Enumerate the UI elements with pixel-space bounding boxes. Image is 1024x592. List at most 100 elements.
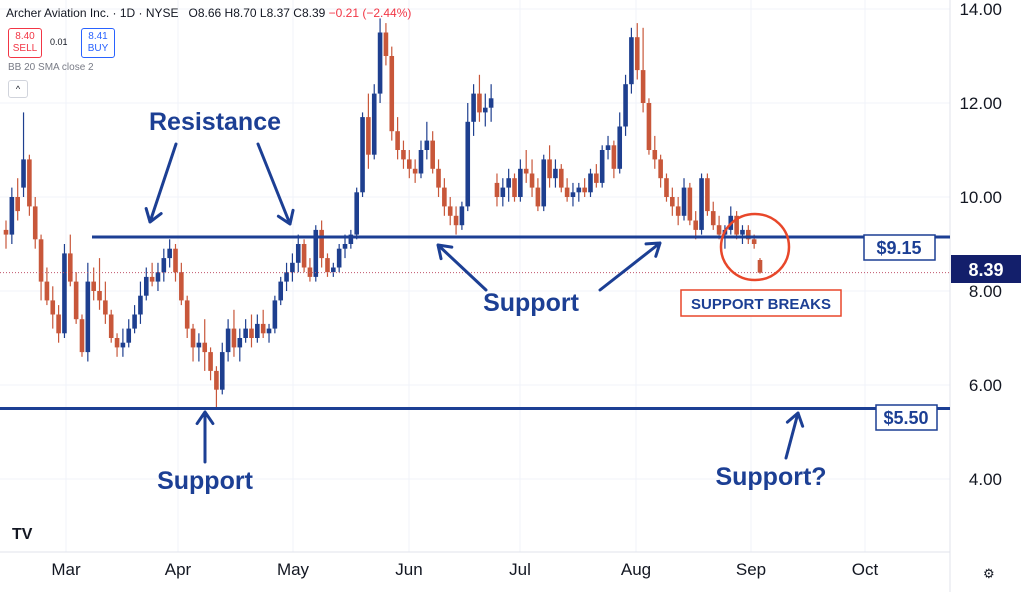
support-question-label: Support?: [715, 463, 826, 491]
candle-body: [79, 319, 85, 353]
support-resistance-lines: [0, 235, 950, 410]
candle-body: [477, 93, 482, 113]
candle-body: [50, 300, 56, 315]
candle-body: [518, 168, 523, 197]
ohlc-values: O8.66 H8.70 L8.37 C8.39: [188, 6, 326, 20]
candle-body: [599, 150, 605, 183]
support-label-mid: Support: [483, 289, 579, 317]
y-tick-label: 8.00: [969, 282, 1002, 301]
y-tick-label: 4.00: [969, 470, 1002, 489]
level-high-label: $9.15: [876, 238, 921, 258]
x-tick-label: Jul: [509, 560, 531, 579]
candle-body: [646, 103, 652, 150]
support-arrow-low: [195, 410, 215, 464]
candle-body: [605, 145, 611, 150]
buy-button[interactable]: 8.41 BUY: [81, 28, 115, 58]
candle-body: [342, 244, 348, 249]
sell-button[interactable]: 8.40 SELL: [8, 28, 42, 58]
candle-body: [126, 328, 132, 343]
collapse-legend-button[interactable]: ^: [8, 80, 28, 98]
last-price-label: 8.39: [968, 260, 1003, 280]
candle-body: [103, 300, 108, 315]
candle-body: [570, 192, 576, 197]
candle-body: [523, 168, 529, 174]
candle-body: [15, 197, 20, 212]
candle-body: [336, 248, 342, 268]
candle-body: [167, 248, 172, 259]
price-change: −0.21 (−2.44%): [328, 6, 412, 20]
candle-body: [67, 253, 73, 282]
candle-body: [272, 300, 278, 329]
candle-body: [179, 272, 184, 301]
candle-body: [395, 131, 400, 150]
candle-body: [27, 159, 32, 207]
candle-body: [138, 295, 143, 315]
candle-body: [675, 206, 681, 216]
candle-body: [196, 342, 202, 348]
annotations: Resistance Support Support Support? SUPPORT …: [144, 108, 1021, 495]
candle-body: [629, 37, 634, 85]
candle-body: [757, 259, 763, 273]
candle-body: [751, 239, 757, 244]
candle-body: [541, 159, 547, 207]
candle-body: [588, 173, 593, 193]
candle-body: [699, 178, 704, 230]
candle-body: [710, 211, 716, 226]
symbol-title[interactable]: Archer Aviation Inc. · 1D · NYSE: [6, 6, 179, 20]
candle-body: [623, 84, 628, 127]
candle-body: [313, 229, 319, 277]
x-tick-label: Mar: [51, 560, 81, 579]
x-tick-label: Oct: [852, 560, 879, 579]
candle-body: [442, 187, 447, 207]
candle-body: [62, 253, 67, 334]
candle-body: [383, 32, 389, 56]
chart-header: Archer Aviation Inc. · 1D · NYSE O8.66 H…: [6, 6, 411, 20]
candle-body: [693, 220, 699, 230]
candle-body: [640, 70, 646, 103]
support-break-circle: [719, 212, 791, 282]
candle-body: [746, 229, 751, 240]
candle-body: [687, 187, 693, 221]
candle-body: [161, 258, 167, 273]
candle-body: [173, 248, 178, 273]
buy-price: 8.41: [88, 31, 108, 42]
sell-price: 8.40: [15, 31, 35, 42]
y-tick-label: 10.00: [959, 188, 1002, 207]
tradingview-logo: TV: [12, 526, 33, 543]
candle-body: [512, 178, 517, 197]
candle-body: [56, 314, 61, 334]
candle-body: [73, 281, 79, 320]
candle-body: [325, 258, 330, 273]
candle-body: [208, 352, 213, 371]
indicator-legend[interactable]: BB 20 SMA close 2: [8, 62, 94, 73]
support-arrow-right: [598, 241, 662, 292]
candle-body: [149, 276, 155, 282]
candle-body: [377, 32, 383, 94]
resistance-arrow-left: [144, 142, 178, 224]
x-tick-label: May: [277, 560, 310, 579]
candle-body: [424, 140, 430, 150]
candle-body: [190, 328, 196, 348]
candle-body: [482, 107, 488, 113]
candle-body: [290, 262, 295, 273]
settings-icon[interactable]: ⚙: [983, 566, 995, 581]
candle-body: [465, 121, 471, 207]
candle-body: [9, 197, 15, 235]
candle-body: [658, 159, 663, 179]
candle-body: [243, 328, 248, 338]
candle-body: [266, 328, 272, 334]
candle-body: [634, 37, 640, 71]
support-label-low: Support: [157, 467, 253, 495]
candle-body: [453, 215, 459, 226]
spread-value: 0.01: [50, 37, 68, 47]
y-tick-label: 6.00: [969, 376, 1002, 395]
candle-body: [108, 314, 114, 338]
candle-body: [670, 197, 675, 207]
candle-body: [705, 178, 710, 212]
y-axis: 4.00 6.00 8.00 10.00 12.00 14.00: [959, 0, 1002, 489]
candle-body: [611, 145, 617, 169]
y-tick-label: 14.00: [959, 0, 1002, 19]
candle-body: [360, 117, 365, 193]
candle-body: [114, 338, 120, 348]
